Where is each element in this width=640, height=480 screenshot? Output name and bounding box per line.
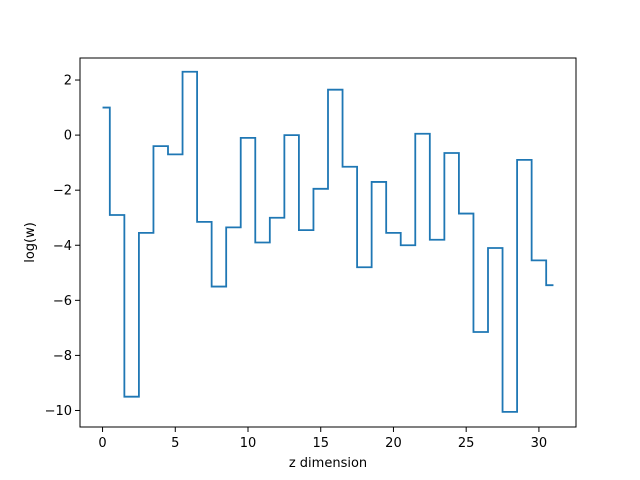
x-tick-label: 10 — [240, 436, 257, 451]
y-tick-label: 2 — [64, 74, 72, 89]
x-tick-label: 20 — [385, 436, 402, 451]
series-step-line — [102, 70, 554, 413]
x-tick-label: 0 — [98, 436, 106, 451]
y-tick-label: 0 — [64, 129, 72, 144]
y-tick-label: −6 — [53, 294, 72, 309]
y-tick-label: −2 — [53, 184, 72, 199]
axes-frame — [79, 57, 577, 428]
x-tick-label: 15 — [312, 436, 329, 451]
y-tick-label: −4 — [53, 239, 72, 254]
y-tick-label: −8 — [53, 349, 72, 364]
y-axis-label: log(w) — [23, 222, 38, 263]
x-tick-label: 30 — [531, 436, 548, 451]
y-tick-label: −10 — [45, 404, 72, 419]
x-tick-label: 25 — [458, 436, 475, 451]
x-tick-label: 5 — [171, 436, 179, 451]
axis-ticks: 0 5 10 15 20 25 30 −10 −8 −6 −4 −2 0 2 — [45, 74, 548, 451]
plot-marks — [102, 70, 554, 413]
x-axis-label: z dimension — [289, 456, 367, 471]
